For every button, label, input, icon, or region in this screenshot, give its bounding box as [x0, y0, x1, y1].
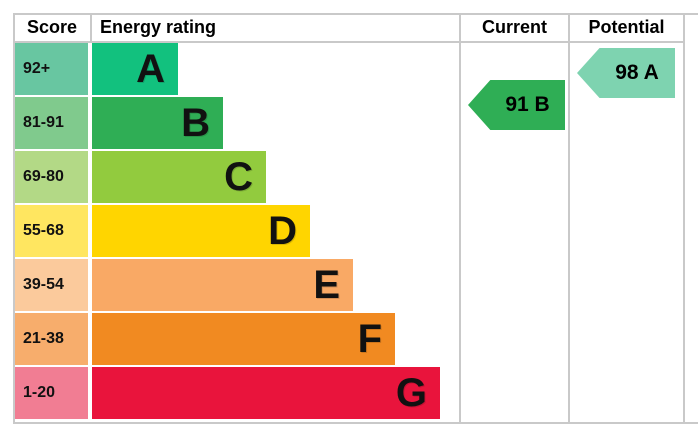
band-row-a: 92+ A [0, 43, 700, 95]
band-row-f: 21-38 F [0, 313, 700, 365]
band-score-range: 92+ [15, 43, 88, 95]
band-row-e: 39-54 E [0, 259, 700, 311]
band-score-range: 69-80 [15, 151, 88, 203]
band-bar-b: B [92, 97, 223, 149]
band-row-c: 69-80 C [0, 151, 700, 203]
band-bar-c: C [92, 151, 266, 203]
band-bar-a: A [92, 43, 178, 95]
current-column-left-border [459, 13, 461, 424]
band-row-b: 81-91 B [0, 97, 700, 149]
current-rating-arrow: 91 B [468, 80, 565, 130]
band-bar-d: D [92, 205, 310, 257]
band-row-d: 55-68 D [0, 205, 700, 257]
score-column-header: Score [26, 17, 78, 37]
potential-column-left-border [568, 13, 570, 424]
band-row-g: 1-20 G [0, 367, 700, 419]
band-score-range: 39-54 [15, 259, 88, 311]
table-bottom-border [13, 422, 698, 424]
band-bar-f: F [92, 313, 395, 365]
band-score-range: 1-20 [15, 367, 88, 419]
current-column-header: Current [481, 17, 547, 37]
table-top-border [13, 13, 698, 15]
header-underline [13, 41, 684, 43]
energy-rating-column-header: Energy rating [100, 17, 217, 37]
table-right-border [683, 13, 685, 424]
potential-rating-arrow: 98 A [577, 48, 675, 98]
band-score-range: 81-91 [15, 97, 88, 149]
score-column-divider [90, 13, 92, 43]
band-score-range: 55-68 [15, 205, 88, 257]
band-bar-g: G [92, 367, 440, 419]
band-score-range: 21-38 [15, 313, 88, 365]
band-bar-e: E [92, 259, 353, 311]
potential-column-header: Potential [588, 17, 665, 37]
table-left-border [13, 13, 15, 424]
